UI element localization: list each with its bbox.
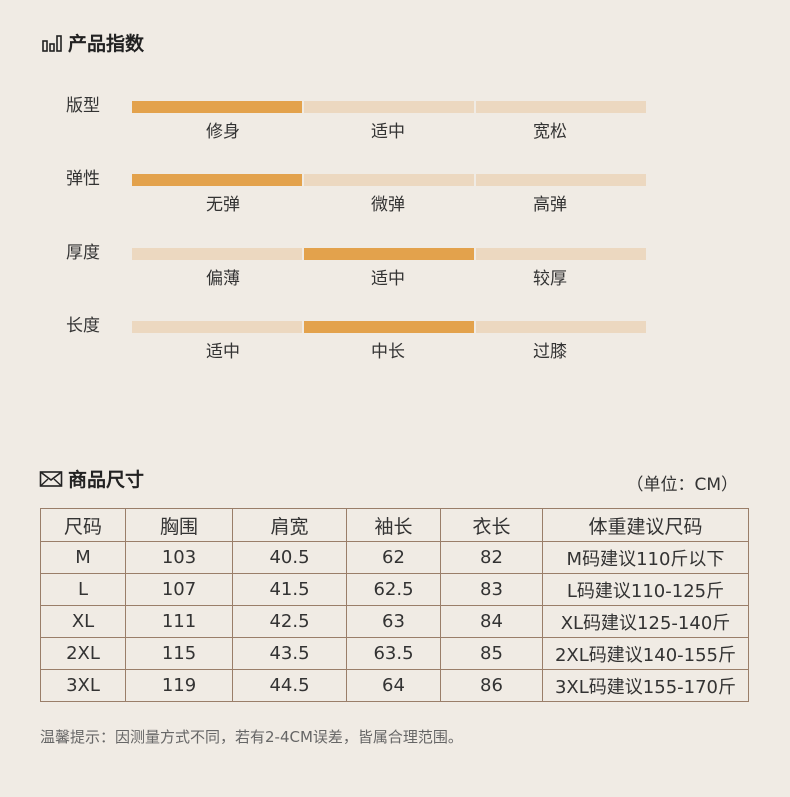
table-cell: XL码建议125-140斤 — [542, 605, 749, 638]
size-table: 尺码 胸围 肩宽 袖长 衣长 体重建议尺码 M 103 40.5 62 82 M码建议110斤以下 L… — [40, 508, 749, 702]
index-option-label: 较厚 — [533, 269, 567, 289]
table-cell: 85 — [440, 637, 543, 670]
table-cell: 64 — [346, 669, 441, 702]
index-bar-segment-selected — [132, 174, 302, 186]
table-cell: 83 — [440, 573, 543, 606]
table-row: M 103 40.5 62 82 M码建议110斤以下 — [40, 541, 749, 574]
index-bar-segment-selected — [304, 248, 474, 260]
index-bar-segment — [132, 321, 302, 333]
size-section-title: 商品尺寸 — [39, 465, 144, 492]
table-header-cell: 肩宽 — [232, 508, 347, 542]
index-bar-segment — [304, 174, 474, 186]
index-row-label: 版型 — [66, 96, 100, 116]
table-row: 2XL 115 43.5 63.5 85 2XL码建议140-155斤 — [40, 637, 749, 670]
table-cell: 42.5 — [232, 605, 347, 638]
table-cell: 86 — [440, 669, 543, 702]
index-row: 弹性无弹 微弹 高弹 — [0, 168, 790, 228]
index-option-label: 偏薄 — [206, 269, 240, 289]
index-bar-segment — [304, 101, 474, 113]
table-header-cell: 袖长 — [346, 508, 441, 542]
table-cell: L — [40, 573, 126, 606]
index-bar-segment — [476, 321, 646, 333]
table-cell: 115 — [125, 637, 233, 670]
table-cell: 3XL — [40, 669, 126, 702]
table-cell: 40.5 — [232, 541, 347, 574]
unit-label: （单位：CM） — [626, 475, 738, 495]
table-header-cell: 衣长 — [440, 508, 543, 542]
table-cell: 107 — [125, 573, 233, 606]
product-index-title: 产品指数 — [41, 29, 144, 56]
index-option-label: 适中 — [206, 342, 240, 362]
index-option-label: 适中 — [371, 122, 405, 142]
index-row: 长度适中 中长 过膝 — [0, 315, 790, 375]
tip-note: 温馨提示：因测量方式不同，若有2-4CM误差，皆属合理范围。 — [40, 728, 463, 746]
size-section-title-text: 商品尺寸 — [68, 469, 145, 491]
table-header-row: 尺码 胸围 肩宽 袖长 衣长 体重建议尺码 — [40, 508, 749, 542]
table-row: XL 111 42.5 63 84 XL码建议125-140斤 — [40, 605, 749, 638]
index-option-label: 宽松 — [533, 122, 567, 142]
index-option-label: 高弹 — [533, 195, 567, 215]
table-cell: 63 — [346, 605, 441, 638]
table-cell: 44.5 — [232, 669, 347, 702]
index-row: 版型修身 适中 宽松 — [0, 95, 790, 155]
table-cell: 63.5 — [346, 637, 441, 670]
index-option-label: 微弹 — [371, 195, 405, 215]
table-cell: 41.5 — [232, 573, 347, 606]
index-bar-segment — [476, 101, 646, 113]
index-bar-segment-selected — [304, 321, 474, 333]
index-option-label: 修身 — [206, 122, 240, 142]
product-index-title-text: 产品指数 — [68, 33, 145, 55]
index-bar-segment — [476, 248, 646, 260]
table-header-cell: 胸围 — [125, 508, 233, 542]
index-bar-segment — [476, 174, 646, 186]
table-header-cell: 体重建议尺码 — [542, 508, 749, 542]
table-cell: 2XL码建议140-155斤 — [542, 637, 749, 670]
index-row-label: 厚度 — [66, 243, 100, 263]
table-cell: 111 — [125, 605, 233, 638]
table-cell: 103 — [125, 541, 233, 574]
index-option-label: 无弹 — [206, 195, 240, 215]
index-bar-segment-selected — [132, 101, 302, 113]
index-row-label: 长度 — [66, 316, 100, 336]
table-cell: 43.5 — [232, 637, 347, 670]
index-row-label: 弹性 — [66, 169, 100, 189]
table-cell: M — [40, 541, 126, 574]
table-row: L 107 41.5 62.5 83 L码建议110-125斤 — [40, 573, 749, 606]
envelope-icon — [39, 470, 63, 487]
table-cell: XL — [40, 605, 126, 638]
index-bar-segment — [132, 248, 302, 260]
table-cell: 82 — [440, 541, 543, 574]
index-row: 厚度偏薄 适中 较厚 — [0, 242, 790, 302]
table-cell: 3XL码建议155-170斤 — [542, 669, 749, 702]
table-cell: M码建议110斤以下 — [542, 541, 749, 574]
index-option-label: 中长 — [371, 342, 405, 362]
table-cell: 62.5 — [346, 573, 441, 606]
bar-chart-icon — [42, 34, 62, 52]
table-cell: L码建议110-125斤 — [542, 573, 749, 606]
table-row: 3XL 119 44.5 64 86 3XL码建议155-170斤 — [40, 669, 749, 702]
index-option-label: 过膝 — [533, 342, 567, 362]
table-header-cell: 尺码 — [40, 508, 126, 542]
table-cell: 2XL — [40, 637, 126, 670]
index-option-label: 适中 — [371, 269, 405, 289]
table-cell: 84 — [440, 605, 543, 638]
table-cell: 62 — [346, 541, 441, 574]
table-cell: 119 — [125, 669, 233, 702]
